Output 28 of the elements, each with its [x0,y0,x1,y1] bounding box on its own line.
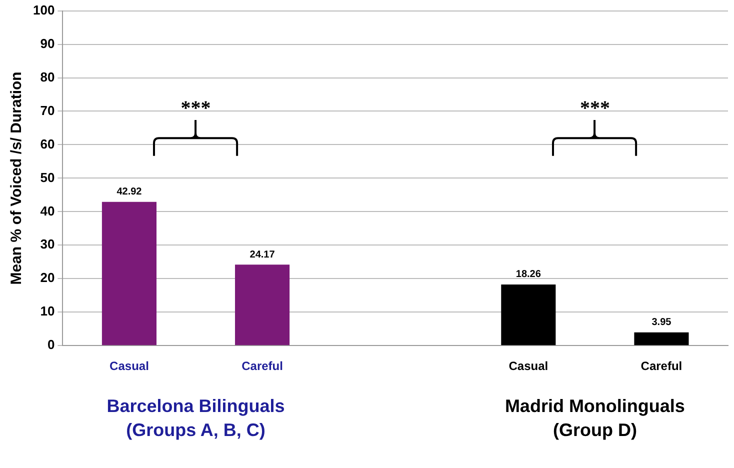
data-label: 3.95 [652,317,672,328]
y-tick-label: 20 [40,270,55,286]
y-tick-label: 50 [40,170,55,185]
y-tick-label: 0 [47,337,55,352]
y-tick-label: 100 [32,2,55,18]
y-tick-label: 10 [40,304,55,319]
y-tick-label: 70 [40,102,55,118]
x-tick-label: Careful [242,359,283,374]
y-tick-label: 40 [40,203,55,218]
x-tick-label: Careful [640,359,682,374]
text: Barcelona Bilinguals (Groups A, B, C) [106,396,285,440]
bar [235,264,290,346]
y-tick-label: 80 [40,69,55,84]
data-label: 42.92 [116,186,142,198]
annotation: *** [180,98,211,120]
data-label: 24.17 [250,249,276,260]
y-axis-title: Mean % of Voiced /s/ Duration [8,72,26,285]
x-tick-label: Casual [508,359,548,374]
bar [102,202,156,346]
x-tick-label: Casual [110,359,149,374]
data-label: 18.26 [516,269,542,280]
y-tick-label: 60 [40,136,55,152]
bar [634,332,689,346]
y-tick-label: 30 [40,236,55,252]
y-tick-label: 90 [40,36,55,51]
bar [501,284,556,346]
text: Madrid Monolinguals (Group D) [504,396,685,440]
annotation: *** [580,98,610,120]
